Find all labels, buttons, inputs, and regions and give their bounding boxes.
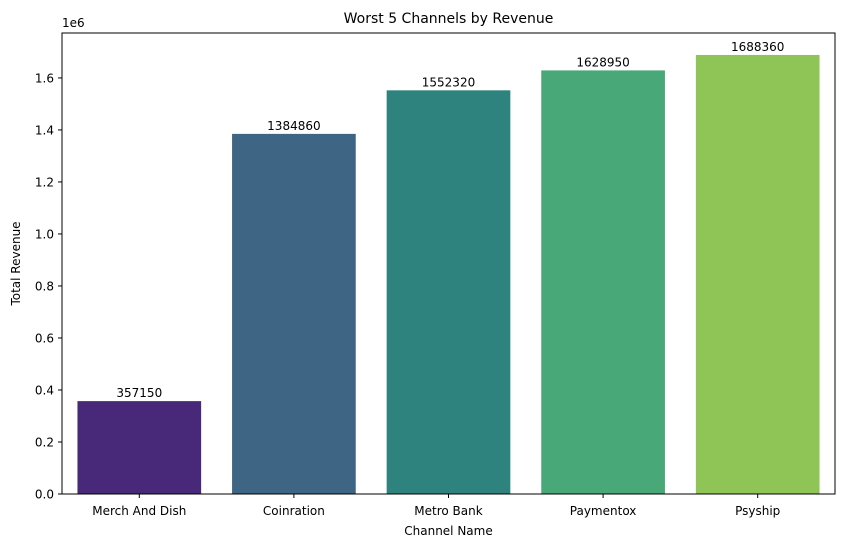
bar-value-label: 1552320 (422, 75, 475, 89)
y-tick-label: 0.4 (35, 383, 54, 397)
x-axis: Merch And Dish Coinration Metro Bank Paymen… (92, 494, 780, 518)
x-tick-label: Paymentox (570, 504, 637, 518)
bar-value-label: 357150 (116, 386, 162, 400)
y-tick-label: 0.6 (35, 331, 54, 345)
chart-title: Worst 5 Channels by Revenue (344, 11, 554, 27)
bar-value-label: 1384860 (267, 119, 320, 133)
x-tick-label: Coinration (263, 504, 325, 518)
y-tick-label: 1.2 (35, 175, 54, 189)
bars-group (77, 54, 820, 495)
bar-paymentox (541, 70, 665, 495)
bar-labels-group: 357150 1384860 1552320 1628950 1688360 (116, 40, 784, 400)
bar-coinration (232, 133, 356, 495)
bar-metro-bank (386, 90, 511, 495)
y-tick-label: 0.0 (35, 488, 54, 502)
x-tick-label: Merch And Dish (92, 504, 186, 518)
y-tick-label: 1.6 (35, 71, 54, 85)
x-axis-label: Channel Name (404, 524, 492, 538)
y-tick-label: 0.2 (35, 435, 54, 449)
y-axis-offset-label: 1e6 (62, 16, 85, 30)
y-tick-label: 1.0 (35, 227, 54, 241)
y-tick-label: 0.8 (35, 279, 54, 293)
x-tick-label: Psyship (735, 504, 780, 518)
x-tick-label: Metro Bank (414, 504, 482, 518)
y-axis-label: Total Revenue (9, 221, 23, 306)
bar-psyship (695, 54, 820, 494)
plot-frame (61, 32, 836, 495)
y-tick-label: 1.4 (35, 123, 54, 137)
y-axis: 0.0 0.2 0.4 0.6 0.8 1.0 1.2 1.4 1.6 (35, 71, 62, 502)
bar-value-label: 1688360 (731, 40, 784, 54)
bar-value-label: 1628950 (576, 55, 629, 69)
bar-merch-and-dish (77, 401, 202, 494)
